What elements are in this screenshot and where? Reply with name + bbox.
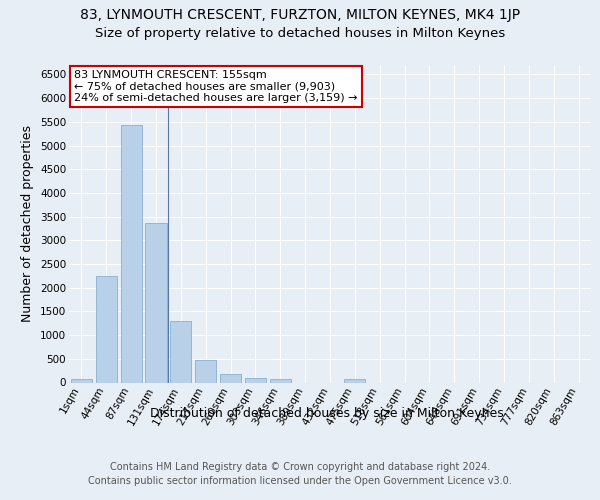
Bar xyxy=(121,125,142,382)
Text: Contains HM Land Registry data © Crown copyright and database right 2024.: Contains HM Land Registry data © Crown c… xyxy=(110,462,490,472)
Bar xyxy=(220,374,241,382)
Bar xyxy=(195,360,216,382)
Text: 83 LYNMOUTH CRESCENT: 155sqm
← 75% of detached houses are smaller (9,903)
24% of: 83 LYNMOUTH CRESCENT: 155sqm ← 75% of de… xyxy=(74,70,358,103)
Bar xyxy=(170,322,191,382)
Bar xyxy=(344,380,365,382)
Text: Distribution of detached houses by size in Milton Keynes: Distribution of detached houses by size … xyxy=(150,408,504,420)
Bar xyxy=(270,380,291,382)
Bar xyxy=(96,276,117,382)
Bar xyxy=(145,223,167,382)
Bar xyxy=(245,378,266,382)
Y-axis label: Number of detached properties: Number of detached properties xyxy=(22,125,34,322)
Text: Contains public sector information licensed under the Open Government Licence v3: Contains public sector information licen… xyxy=(88,476,512,486)
Bar xyxy=(71,379,92,382)
Text: 83, LYNMOUTH CRESCENT, FURZTON, MILTON KEYNES, MK4 1JP: 83, LYNMOUTH CRESCENT, FURZTON, MILTON K… xyxy=(80,8,520,22)
Text: Size of property relative to detached houses in Milton Keynes: Size of property relative to detached ho… xyxy=(95,28,505,40)
